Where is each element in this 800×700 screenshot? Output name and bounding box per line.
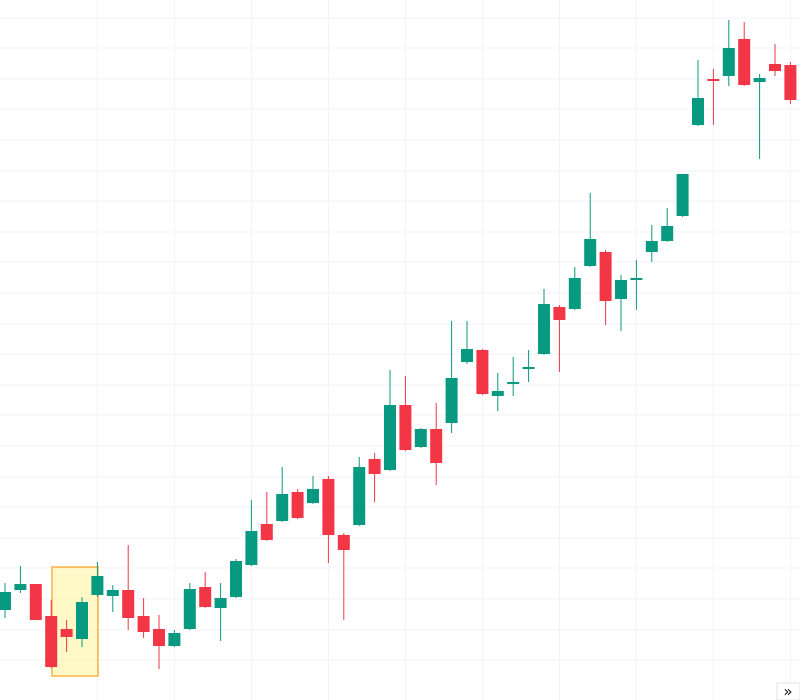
candle-body [645, 241, 658, 252]
candle-body [707, 79, 720, 81]
candle-body [384, 405, 396, 470]
candle-body [260, 524, 273, 540]
candle-body [414, 429, 427, 447]
candle-body [753, 78, 766, 82]
candle-body [676, 174, 689, 216]
candle-body [183, 589, 196, 629]
candle-body [584, 239, 597, 266]
candle-body [507, 382, 520, 384]
candle-body [153, 629, 165, 646]
candle-body [291, 492, 304, 518]
candle-body [29, 584, 42, 620]
candle-body [538, 304, 550, 354]
candle-body [445, 378, 458, 423]
candle-body [137, 616, 150, 632]
candle-body [769, 64, 781, 71]
candle-body [14, 584, 27, 590]
candle-body [568, 278, 581, 309]
highlight-box [51, 566, 99, 677]
candle-body [630, 278, 643, 280]
candle-body [245, 531, 258, 565]
candle-body [368, 459, 381, 474]
candle-body [60, 629, 73, 637]
candle-body [553, 307, 566, 320]
candle-body [615, 280, 627, 299]
candle-body [91, 576, 104, 595]
candle-body [599, 252, 612, 301]
candle-body [106, 590, 119, 596]
candle-body [76, 602, 88, 639]
candle-body [0, 592, 11, 610]
scroll-button-bg[interactable] [776, 682, 800, 700]
candle-body [461, 349, 473, 362]
scroll-button-label[interactable]: » [783, 683, 792, 700]
candle-body [199, 587, 212, 607]
candle-body [491, 391, 504, 396]
candle-body [122, 590, 135, 618]
candle-body [276, 494, 289, 521]
candle-body [430, 429, 443, 463]
candle-body [784, 65, 797, 100]
candles [0, 20, 797, 669]
candle-body [307, 489, 319, 503]
candle-body [353, 467, 366, 525]
candle-body [522, 367, 535, 369]
candle-body [738, 39, 751, 85]
candle-body [399, 405, 412, 450]
candle-body [322, 479, 335, 535]
candle-body [230, 561, 242, 597]
candle-body [45, 616, 58, 667]
candle-body [722, 48, 735, 76]
candle-body [476, 350, 489, 394]
scroll-button[interactable]: » [776, 682, 800, 700]
candle-body [168, 633, 181, 646]
candle-body [214, 598, 227, 608]
candle-body [692, 98, 704, 125]
candle-body [337, 535, 350, 550]
candle-body [661, 226, 674, 241]
